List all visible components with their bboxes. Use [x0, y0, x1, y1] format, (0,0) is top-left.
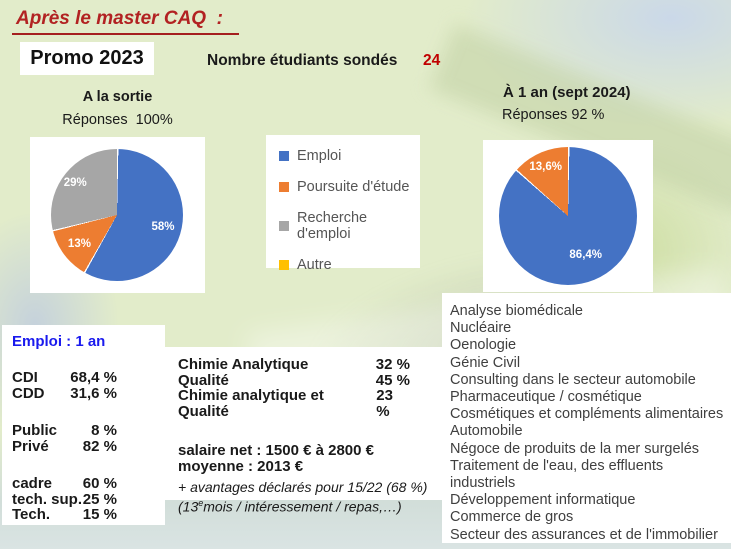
pie-slice-label: 58% — [151, 220, 175, 233]
sector-item: Oenologie — [450, 337, 517, 354]
pie-chart-at-one-year: 86,4% 13,6% — [483, 140, 653, 292]
sector-item: Analyse biomédicale — [450, 303, 583, 319]
legend-item-poursuite: Poursuite d'étude — [266, 172, 420, 203]
sector-item: Traitement de l'eau, des effluents indus… — [450, 457, 664, 492]
legend-label: Recherche d'emploi — [297, 210, 368, 242]
chart-legend: Emploi Poursuite d'étude Recherche d'emp… — [266, 135, 420, 273]
promo-label: Promo 2023 — [30, 47, 144, 69]
stat-value: 82 % — [82, 437, 117, 455]
legend-label: Autre — [297, 257, 332, 273]
legend-item-emploi: Emploi — [266, 141, 420, 172]
stat-value: 68,4 % — [70, 369, 117, 386]
page-title: Après le master CAQ : — [12, 8, 239, 35]
stat-label: CDI — [12, 369, 38, 386]
field-row-chimie-et-qualite: Chimie analytique et Qualité 23 % — [178, 388, 410, 419]
right-chart-response-rate: Réponses 92 % — [502, 107, 605, 123]
pie-slice-label: 86,4% — [569, 248, 603, 261]
pie-at-one-year: 86,4% 13,6% — [499, 147, 637, 285]
stat-label: Privé — [12, 437, 49, 455]
stat-row-prive: Privé 82 % — [12, 437, 165, 455]
sector-item: Automobile — [450, 423, 523, 440]
pie-slice-label: 29% — [63, 176, 87, 189]
legend-item-autre: Autre — [266, 250, 420, 281]
stat-row-tech-sup: tech. sup. 25 % — [12, 490, 165, 508]
field-label: Qualité — [178, 371, 229, 389]
stat-value: 15 % — [82, 506, 117, 523]
field-row-qualite: Qualité 45 % — [178, 371, 410, 389]
benefits-detail-sup: e — [198, 497, 204, 508]
sectors-list-box: Analyse biomédicale Nucléaire Oenologie … — [442, 293, 731, 543]
field-value: 23 % — [376, 387, 393, 420]
sector-item: Nucléaire — [450, 320, 512, 337]
sector-item: Secteur des assurances et de l'immobilie… — [450, 526, 718, 543]
legend-swatch-orange — [279, 182, 289, 192]
right-chart-heading: À 1 an (sept 2024) — [503, 84, 631, 101]
promo-badge: Promo 2023 — [20, 42, 154, 75]
stat-label: tech. sup. — [12, 490, 83, 508]
field-label: Chimie Analytique — [178, 356, 309, 373]
stat-row-cadre: cadre 60 % — [12, 476, 165, 492]
stat-label: Tech. — [12, 506, 51, 523]
legend-swatch-yellow — [279, 260, 289, 270]
legend-label: Emploi — [297, 148, 342, 164]
legend-label: Poursuite d'étude — [297, 179, 410, 195]
field-row-chimie-analytique: Chimie Analytique 32 % — [178, 357, 410, 373]
stat-label: Public — [12, 422, 58, 439]
benefits-detail-post: mois / intéressement / repas,…) — [203, 498, 402, 515]
benefits-note: + avantages déclarés pour 15/22 (68 %) — [178, 479, 428, 495]
salary-range: salaire net : 1500 € à 2800 € — [178, 442, 374, 459]
field-value: 32 % — [375, 356, 410, 373]
stat-value: 31,6 % — [70, 384, 117, 402]
stat-label: cadre — [12, 475, 53, 492]
stat-row-public: Public 8 % — [12, 423, 165, 439]
stat-label: CDD — [12, 384, 45, 402]
left-chart-response-rate: Réponses 100% — [62, 112, 173, 128]
survey-count-value: 24 — [423, 52, 441, 69]
sector-item: Pharmaceutique / cosmétique — [450, 389, 642, 406]
stat-value: 60 % — [82, 475, 117, 492]
legend-item-recherche: Recherche d'emploi — [266, 203, 420, 250]
employment-stats-box: Emploi : 1 an CDI 68,4 % CDD 31,6 % Publ… — [2, 325, 165, 525]
field-value: 45 % — [375, 371, 410, 389]
field-label: Chimie analytique et Qualité — [178, 387, 324, 420]
stat-value: 8 % — [91, 422, 117, 439]
sector-item: Consulting dans le secteur automobile — [450, 371, 696, 388]
sector-item: Commerce de gros — [450, 509, 574, 526]
sector-item: Cosmétiques et compléments alimentaires — [450, 406, 724, 423]
pie-chart-at-graduation: 58% 13% 29% — [30, 137, 205, 293]
pie-slice-label: 13,6% — [529, 161, 562, 174]
sector-item: Génie Civil — [450, 354, 521, 371]
pie-slice-label: 13% — [67, 238, 91, 251]
salary-average: moyenne : 2013 € — [178, 457, 304, 475]
benefits-detail: (13emois / intéressement / repas,…) — [178, 496, 446, 515]
stat-row-cdd: CDD 31,6 % — [12, 384, 165, 402]
legend-swatch-gray — [279, 221, 289, 231]
legend-swatch-blue — [279, 151, 289, 161]
stat-row-tech: Tech. 15 % — [12, 507, 165, 523]
benefits-detail-pre: (13 — [178, 498, 199, 515]
left-chart-heading: A la sortie — [82, 89, 153, 105]
fields-salary-box: Chimie Analytique 32 % Qualité 45 % Chim… — [162, 347, 452, 514]
pie-at-graduation: 58% 13% 29% — [51, 149, 183, 281]
employment-heading: Emploi : 1 an — [12, 333, 106, 350]
stat-value: 25 % — [82, 490, 117, 508]
stat-row-cdi: CDI 68,4 % — [12, 370, 165, 386]
survey-count-label: Nombre étudiants sondés — [207, 52, 398, 69]
sector-item: Négoce de produits de la mer surgelés — [450, 440, 700, 457]
sector-item: Développement informatique — [450, 492, 636, 509]
